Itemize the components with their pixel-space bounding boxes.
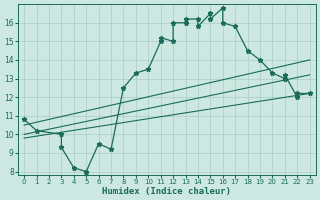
X-axis label: Humidex (Indice chaleur): Humidex (Indice chaleur)	[102, 187, 231, 196]
